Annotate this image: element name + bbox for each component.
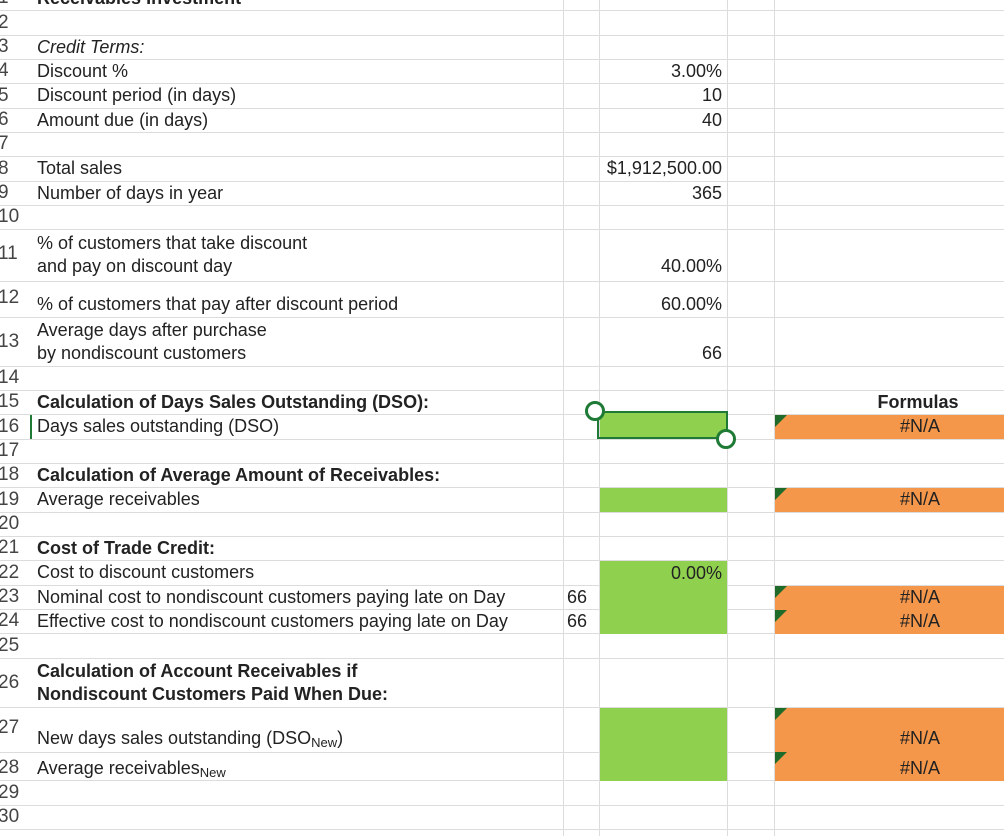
- pct-take-discount-label-2[interactable]: and pay on discount day: [37, 256, 233, 276]
- note-marker-icon: [775, 752, 787, 764]
- row-number[interactable]: 28: [0, 757, 20, 778]
- row-number[interactable]: 4: [0, 60, 9, 81]
- pct-take-discount-value[interactable]: 40.00%: [660, 256, 722, 276]
- row-number[interactable]: 20: [0, 513, 20, 534]
- pct-after-period-label[interactable]: % of customers that pay after discount p…: [37, 294, 399, 314]
- dso-formula-value[interactable]: #N/A: [899, 416, 941, 436]
- amount-due-value[interactable]: 40: [701, 110, 722, 130]
- row-number[interactable]: 2: [0, 12, 9, 33]
- row-number[interactable]: 3: [0, 36, 9, 57]
- active-row-indicator: [30, 415, 32, 439]
- avg-recv-new-formula-value[interactable]: #N/A: [899, 758, 941, 778]
- avg-receivables-label[interactable]: Average receivables: [37, 489, 200, 509]
- calc-new-header-2[interactable]: Nondiscount Customers Paid When Due:: [37, 684, 389, 704]
- row-number[interactable]: 12: [0, 287, 20, 308]
- row-number[interactable]: 6: [0, 109, 9, 130]
- nominal-day-value[interactable]: 66: [567, 587, 588, 607]
- selection-handle-bottom-right[interactable]: [716, 429, 736, 449]
- total-sales-label[interactable]: Total sales: [37, 158, 123, 178]
- cost-of-credit-input-cells[interactable]: [600, 561, 727, 634]
- new-dso-label[interactable]: New days sales outstanding (DSONew): [37, 727, 343, 754]
- new-dso-input-cells[interactable]: [600, 708, 727, 781]
- credit-terms-label[interactable]: Credit Terms:: [37, 37, 145, 57]
- new-dso-sub: New: [311, 735, 338, 750]
- row-number[interactable]: 30: [0, 806, 20, 827]
- row-number[interactable]: 7: [0, 133, 9, 154]
- calc-ar-header[interactable]: Calculation of Average Amount of Receiva…: [37, 465, 441, 485]
- amount-due-label[interactable]: Amount due (in days): [37, 110, 209, 130]
- days-in-year-label[interactable]: Number of days in year: [37, 183, 224, 203]
- discount-pct-label[interactable]: Discount %: [37, 61, 129, 81]
- cell-selection-box: [597, 411, 728, 439]
- avg-recv-new-sub: New: [199, 765, 226, 780]
- row-number[interactable]: 11: [0, 243, 18, 264]
- avg-days-label-2[interactable]: by nondiscount customers: [37, 343, 247, 363]
- note-marker-icon: [775, 708, 787, 720]
- avg-days-value[interactable]: 66: [701, 343, 722, 363]
- calc-new-header-1[interactable]: Calculation of Account Receivables if: [37, 661, 358, 681]
- formulas-header[interactable]: Formulas: [877, 392, 959, 412]
- new-dso-prefix: New days sales outstanding (DSO: [37, 728, 312, 748]
- row-number[interactable]: 8: [0, 158, 9, 179]
- row-number[interactable]: 16: [0, 416, 20, 437]
- avg-recv-new-text: Average receivables: [37, 758, 200, 778]
- note-marker-icon: [775, 488, 787, 500]
- row-number[interactable]: 14: [0, 367, 20, 388]
- row-number[interactable]: 22: [0, 562, 20, 583]
- pct-after-period-value[interactable]: 60.00%: [660, 294, 722, 314]
- row-number[interactable]: 15: [0, 391, 20, 412]
- cost-discount-value[interactable]: 0.00%: [670, 563, 722, 583]
- row-number[interactable]: 21: [0, 537, 20, 558]
- dso-formula-cell[interactable]: [775, 415, 1004, 439]
- avg-receivables-input-cell[interactable]: [600, 488, 727, 512]
- row-number[interactable]: 13: [0, 331, 20, 352]
- discount-period-value[interactable]: 10: [701, 85, 722, 105]
- row-number[interactable]: 26: [0, 672, 20, 693]
- row-number[interactable]: 17: [0, 440, 20, 461]
- days-in-year-value[interactable]: 365: [691, 183, 722, 203]
- row-number[interactable]: 25: [0, 635, 20, 656]
- effective-formula-value[interactable]: #N/A: [899, 611, 941, 631]
- nominal-cost-label[interactable]: Nominal cost to nondiscount customers pa…: [37, 587, 506, 607]
- sheet-title[interactable]: Receivables Investment: [37, 0, 241, 9]
- total-sales-value[interactable]: $1,912,500.00: [606, 158, 722, 178]
- effective-cost-label[interactable]: Effective cost to nondiscount customers …: [37, 611, 508, 631]
- note-marker-icon: [775, 415, 787, 427]
- row-number[interactable]: 5: [0, 85, 9, 106]
- row-number[interactable]: 29: [0, 782, 20, 803]
- calc-dso-header[interactable]: Calculation of Days Sales Outstanding (D…: [37, 392, 430, 412]
- avg-receivables-formula-value[interactable]: #N/A: [899, 489, 941, 509]
- discount-period-label[interactable]: Discount period (in days): [37, 85, 237, 105]
- pct-take-discount-label-1[interactable]: % of customers that take discount: [37, 233, 308, 253]
- avg-days-label-1[interactable]: Average days after purchase: [37, 320, 267, 340]
- row-number[interactable]: 1: [0, 0, 9, 8]
- cost-formula-cells[interactable]: [775, 586, 1004, 634]
- new-dso-suffix: ): [337, 728, 344, 748]
- nominal-formula-value[interactable]: #N/A: [899, 587, 941, 607]
- row-number[interactable]: 23: [0, 586, 20, 607]
- new-dso-formula-value[interactable]: #N/A: [899, 728, 941, 748]
- note-marker-icon: [775, 610, 787, 622]
- new-formula-cells[interactable]: [775, 708, 1004, 781]
- selection-handle-top-left[interactable]: [585, 401, 605, 421]
- row-number[interactable]: 18: [0, 464, 20, 485]
- row-number[interactable]: 24: [0, 610, 20, 631]
- row-number[interactable]: 19: [0, 489, 20, 510]
- row-number[interactable]: 27: [0, 717, 20, 738]
- avg-receivables-formula-cell[interactable]: [775, 488, 1004, 512]
- dso-input-cell[interactable]: [600, 413, 727, 438]
- cost-discount-label[interactable]: Cost to discount customers: [37, 562, 255, 582]
- dso-label[interactable]: Days sales outstanding (DSO): [37, 416, 280, 436]
- avg-recv-new-label[interactable]: Average receivablesNew: [37, 757, 226, 784]
- note-marker-icon: [775, 586, 787, 598]
- discount-pct-value[interactable]: 3.00%: [670, 61, 722, 81]
- effective-day-value[interactable]: 66: [567, 611, 588, 631]
- row-number[interactable]: 9: [0, 182, 9, 203]
- cost-header[interactable]: Cost of Trade Credit:: [37, 538, 216, 558]
- row-number[interactable]: 10: [0, 206, 20, 227]
